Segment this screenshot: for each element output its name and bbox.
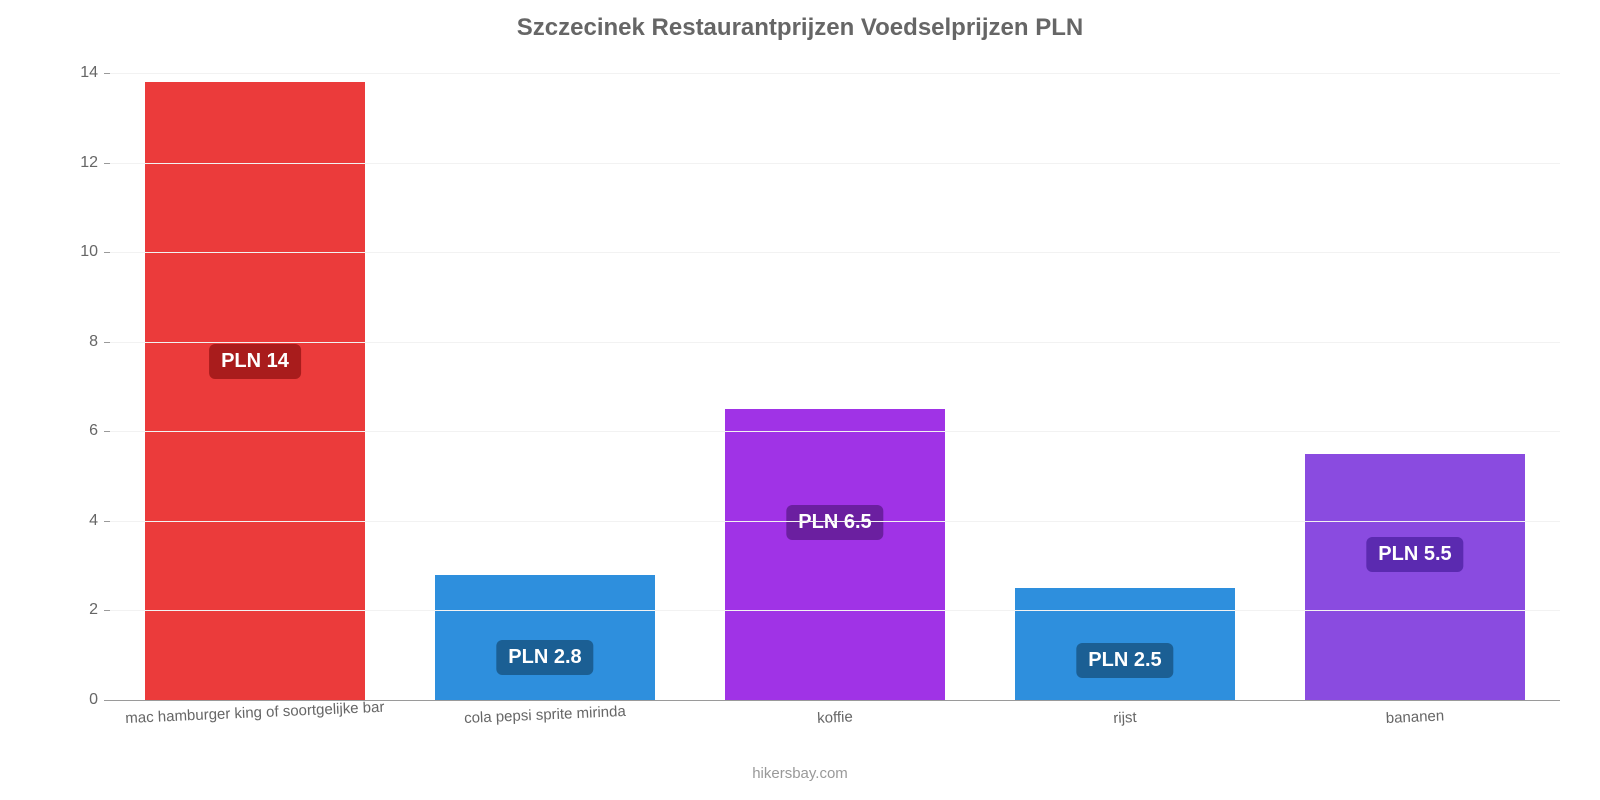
bar: PLN 2.8 — [435, 575, 655, 700]
ytick-mark — [104, 610, 110, 611]
x-axis-label: mac hamburger king of soortgelijke bar — [125, 699, 385, 727]
grid-line — [110, 342, 1560, 343]
bar-value-label: PLN 5.5 — [1366, 537, 1463, 572]
x-labels: mac hamburger king of soortgelijke barco… — [110, 704, 1560, 744]
ytick-mark — [104, 342, 110, 343]
grid-line — [110, 431, 1560, 432]
x-axis-label: bananen — [1385, 707, 1444, 727]
grid-line — [110, 610, 1560, 611]
price-bar-chart: Szczecinek Restaurantprijzen Voedselprij… — [0, 0, 1600, 800]
bar-value-label: PLN 6.5 — [786, 505, 883, 540]
x-axis-label: rijst — [1113, 709, 1137, 727]
bar: PLN 2.5 — [1015, 588, 1235, 700]
bar-value-label: PLN 2.5 — [1076, 643, 1173, 678]
x-axis-label: cola pepsi sprite mirinda — [464, 703, 626, 727]
ytick-label: 10 — [80, 243, 98, 261]
bar: PLN 14 — [145, 82, 365, 700]
bar: PLN 5.5 — [1305, 454, 1525, 700]
grid-line — [110, 163, 1560, 164]
ytick-mark — [104, 700, 110, 701]
ytick-label: 2 — [89, 601, 98, 619]
chart-title: Szczecinek Restaurantprijzen Voedselprij… — [0, 0, 1600, 42]
plot-area: PLN 14PLN 2.8PLN 6.5PLN 2.5PLN 5.5 02468… — [110, 60, 1560, 700]
bar-value-label: PLN 14 — [209, 344, 301, 379]
ytick-mark — [104, 252, 110, 253]
grid-line — [110, 73, 1560, 74]
bar: PLN 6.5 — [725, 409, 945, 700]
x-axis-label: koffie — [817, 708, 853, 727]
ytick-label: 14 — [80, 64, 98, 82]
ytick-label: 0 — [89, 691, 98, 709]
ytick-label: 8 — [89, 333, 98, 351]
attribution-text: hikersbay.com — [0, 765, 1600, 782]
ytick-mark — [104, 521, 110, 522]
ytick-label: 4 — [89, 512, 98, 530]
ytick-mark — [104, 163, 110, 164]
bar-value-label: PLN 2.8 — [496, 640, 593, 675]
ytick-label: 12 — [80, 154, 98, 172]
grid-line — [110, 252, 1560, 253]
ytick-label: 6 — [89, 422, 98, 440]
ytick-mark — [104, 431, 110, 432]
ytick-mark — [104, 73, 110, 74]
bars-layer: PLN 14 PLN 2.8 PLN 6.5 PLN 2.5 PLN 5.5 — [110, 60, 1560, 700]
grid-line — [110, 521, 1560, 522]
